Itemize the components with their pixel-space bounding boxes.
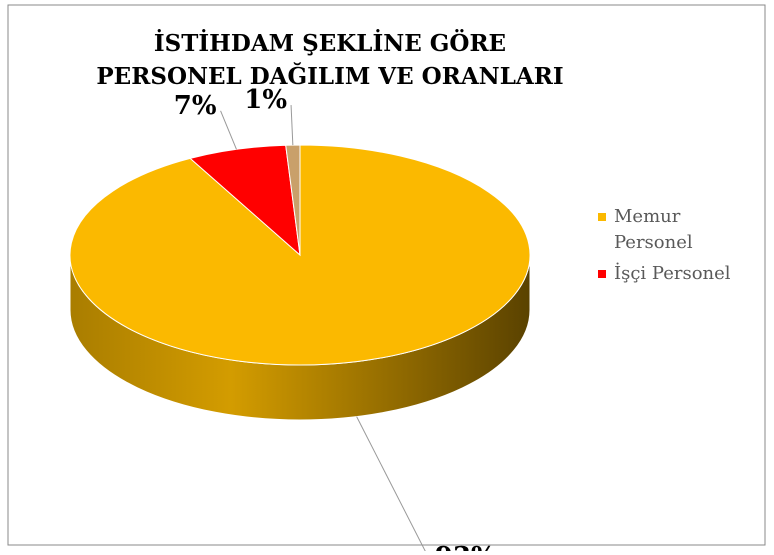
legend-label: İşçi Personel [614, 261, 731, 284]
legend-swatch [598, 213, 606, 221]
legend-label: Memur Personel [614, 206, 693, 253]
chart-title: İSTİHDAM ŞEKLİNE GÖRE [154, 29, 506, 57]
chart-subtitle: PERSONEL DAĞILIM VE ORANLARI [96, 63, 563, 90]
leader-line [290, 105, 294, 146]
leader-line [356, 416, 428, 555]
leader-line [220, 110, 237, 150]
data-label: 7% [174, 91, 217, 121]
data-label: 93% [435, 542, 496, 551]
legend-swatch [598, 270, 606, 278]
data-label: 1% [244, 85, 287, 115]
pie-slice [285, 144, 301, 256]
